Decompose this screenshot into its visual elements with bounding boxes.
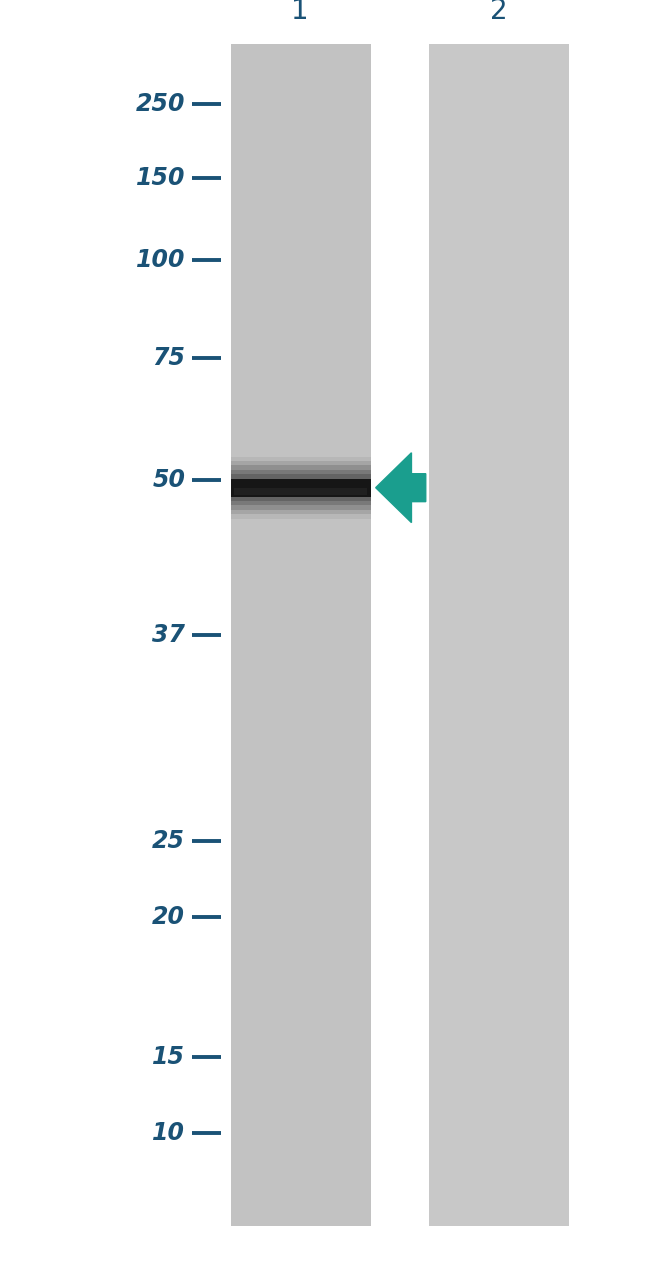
Text: 75: 75	[152, 347, 185, 370]
Bar	[231, 479, 370, 497]
Text: 37: 37	[152, 624, 185, 646]
Bar	[231, 479, 370, 497]
Text: 1: 1	[291, 0, 309, 25]
Text: 100: 100	[136, 249, 185, 272]
Text: 250: 250	[136, 93, 185, 116]
Bar	[231, 456, 370, 518]
Bar	[231, 44, 370, 1226]
Bar	[234, 488, 367, 495]
Text: 150: 150	[136, 166, 185, 189]
Text: 2: 2	[489, 0, 508, 25]
Text: 10: 10	[152, 1121, 185, 1144]
Bar	[429, 44, 569, 1226]
Bar	[231, 465, 370, 509]
Bar	[231, 470, 370, 505]
Text: 25: 25	[152, 829, 185, 852]
Bar	[231, 474, 370, 500]
FancyArrow shape	[376, 453, 426, 523]
Text: 15: 15	[152, 1045, 185, 1068]
Text: 20: 20	[152, 906, 185, 928]
Bar	[231, 461, 370, 514]
Text: 50: 50	[152, 469, 185, 491]
